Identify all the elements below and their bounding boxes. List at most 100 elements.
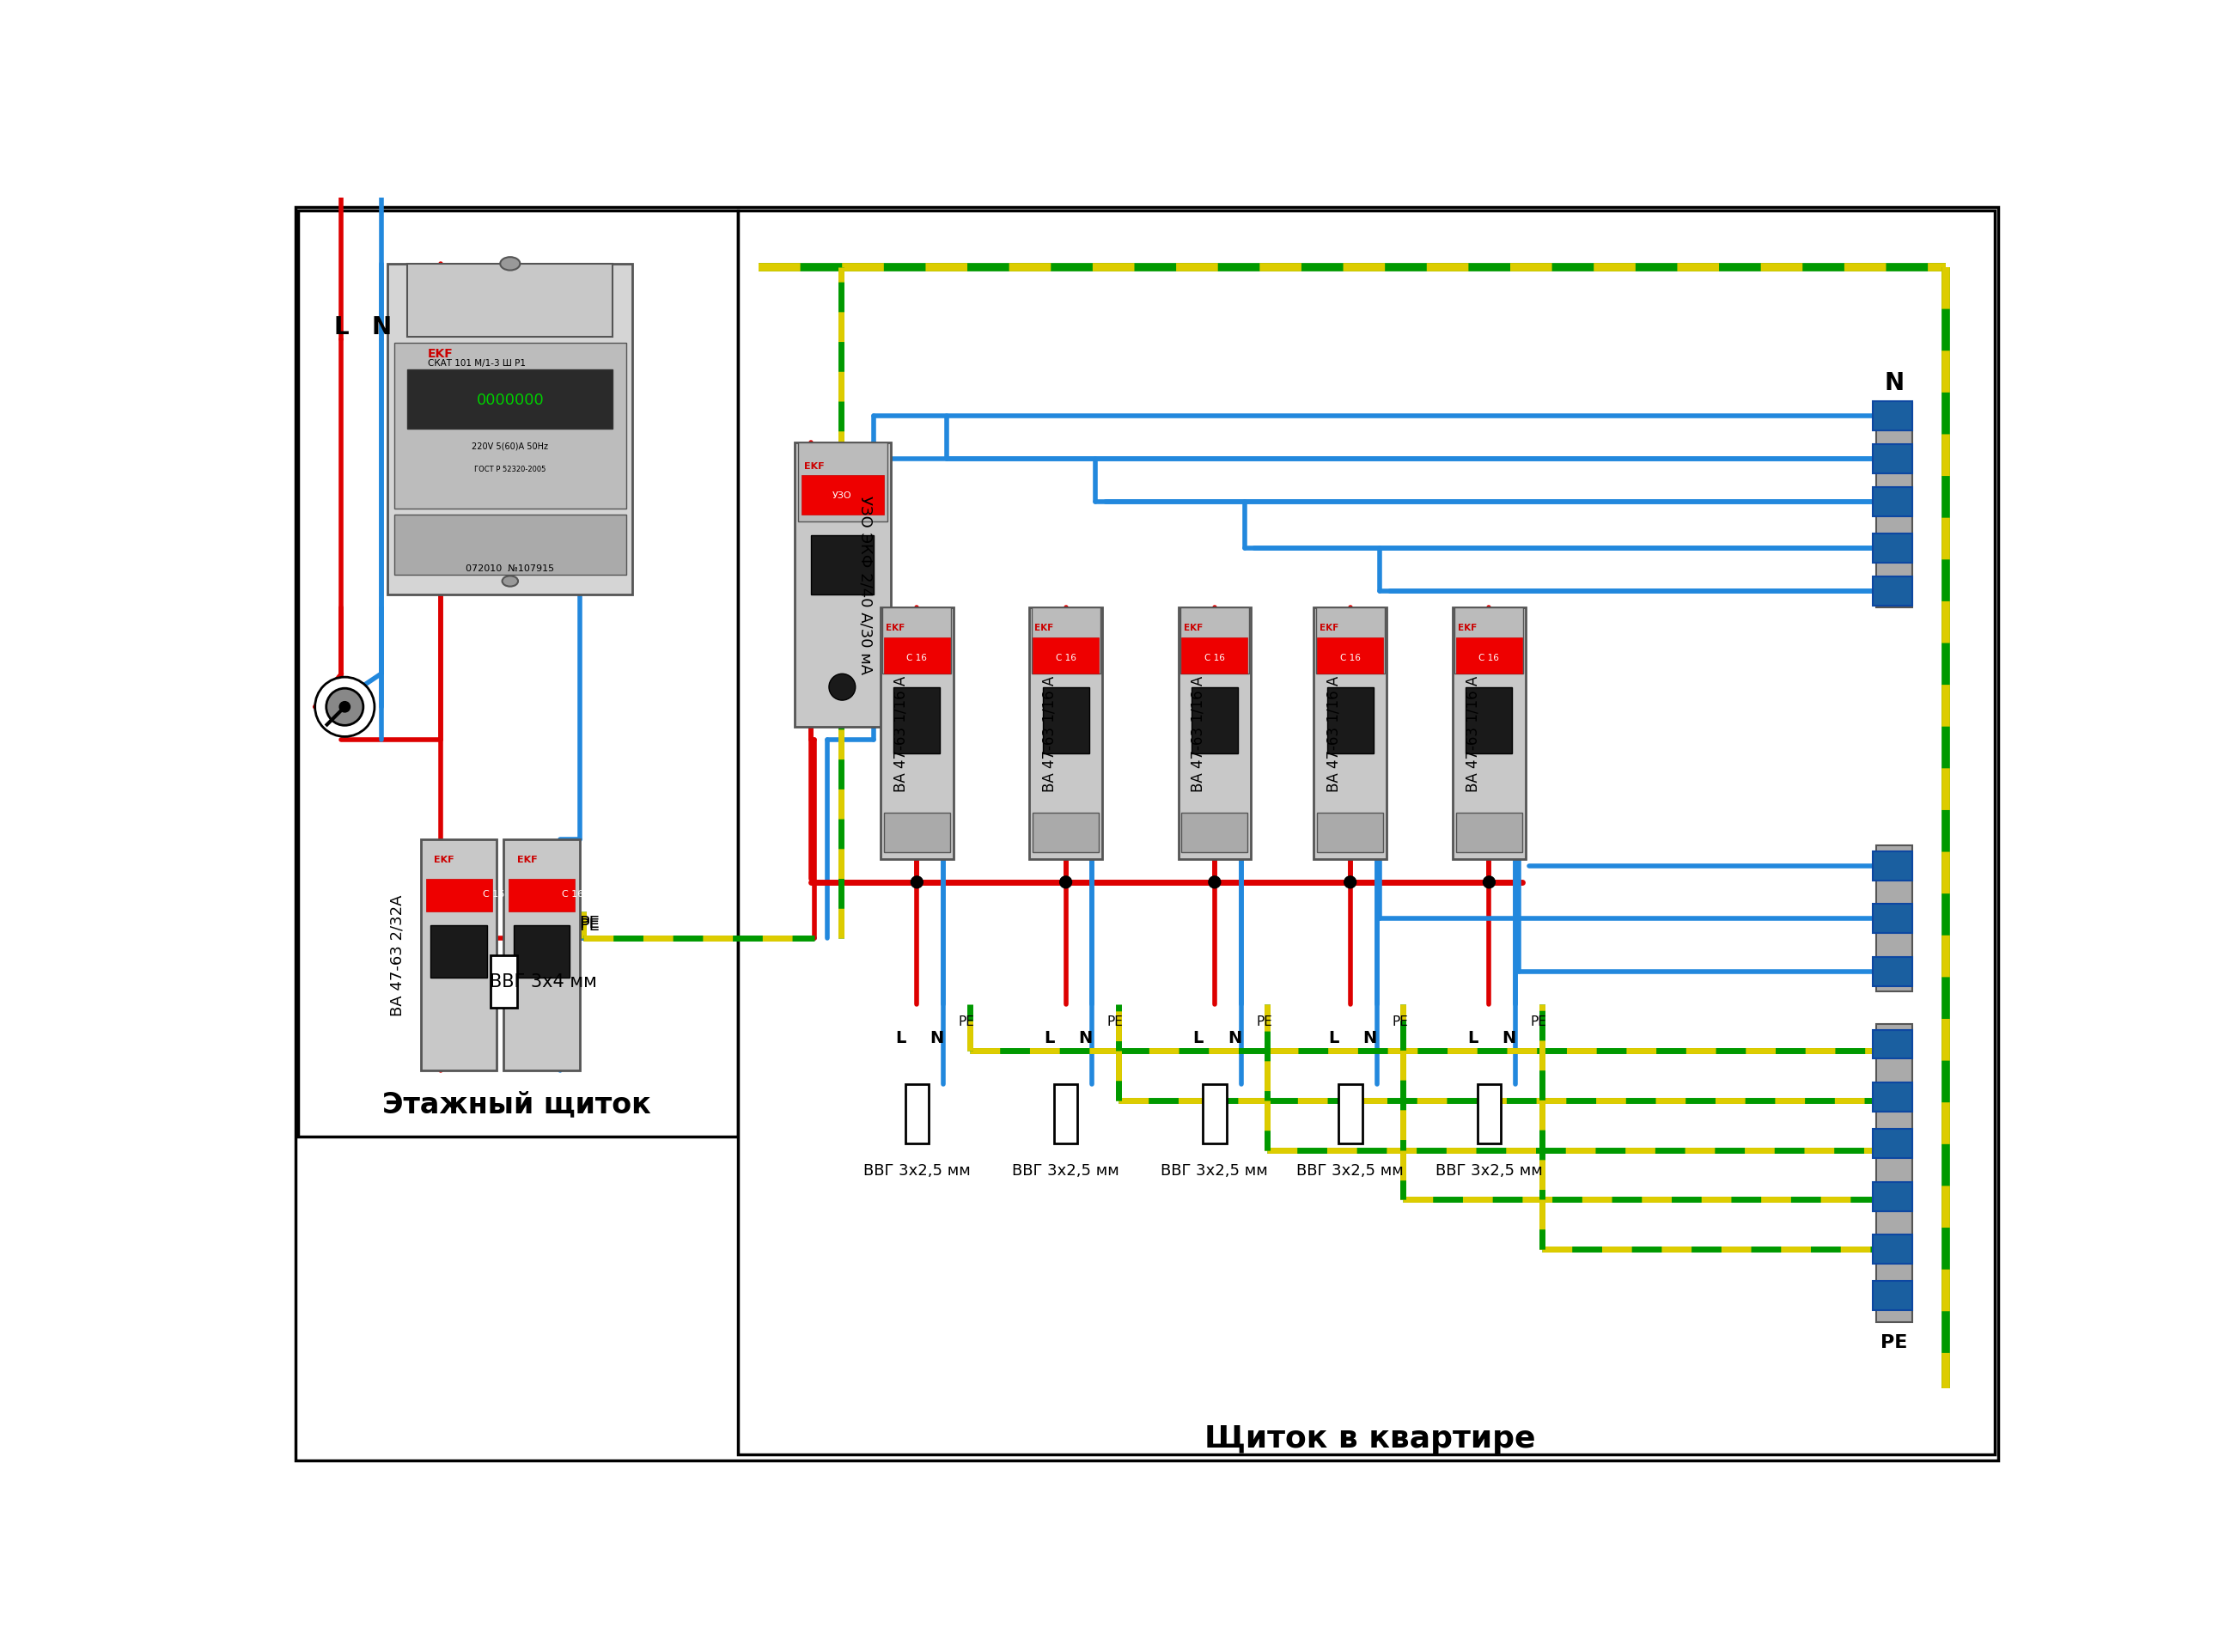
Text: 072010  №107915: 072010 №107915: [465, 565, 555, 573]
Bar: [1031, 608, 1101, 674]
Text: PE: PE: [957, 1014, 975, 1028]
Bar: [1872, 851, 1913, 881]
Text: СКАТ 101 М/1-3 Ш Р1: СКАТ 101 М/1-3 Ш Р1: [427, 358, 526, 368]
Text: N: N: [931, 1029, 944, 1046]
Bar: [298, 211, 738, 1137]
Bar: [394, 344, 626, 509]
Bar: [1872, 1282, 1913, 1310]
Text: N: N: [1228, 1029, 1242, 1046]
Text: EKF: EKF: [886, 624, 906, 633]
Bar: [515, 925, 570, 978]
Bar: [1318, 638, 1382, 674]
Text: EKF: EKF: [1320, 624, 1338, 633]
Text: EKF: EKF: [434, 856, 454, 864]
Bar: [812, 535, 875, 595]
Bar: [1456, 813, 1521, 852]
Text: ГОСТ Р 52320-2005: ГОСТ Р 52320-2005: [474, 466, 546, 472]
Text: C 16: C 16: [906, 654, 926, 662]
Bar: [1872, 577, 1913, 606]
Text: PE: PE: [1881, 1333, 1908, 1351]
Circle shape: [1483, 877, 1494, 889]
Bar: [1872, 1236, 1913, 1264]
Bar: [1033, 813, 1098, 852]
Bar: [1476, 1084, 1501, 1143]
Text: EKF: EKF: [1183, 624, 1204, 633]
Text: ВВГ 3х2,5 мм: ВВГ 3х2,5 мм: [1436, 1163, 1544, 1178]
Bar: [1456, 638, 1521, 674]
Bar: [884, 813, 951, 852]
Text: PE: PE: [1107, 1014, 1123, 1028]
Bar: [1192, 687, 1237, 753]
Bar: [1033, 638, 1098, 674]
Bar: [1872, 487, 1913, 517]
Bar: [1338, 1084, 1362, 1143]
Circle shape: [1208, 877, 1221, 889]
Text: EKF: EKF: [1459, 624, 1476, 633]
Bar: [1877, 1024, 1913, 1322]
Text: ВВГ 3х2,5 мм: ВВГ 3х2,5 мм: [1011, 1163, 1118, 1178]
Bar: [1872, 1128, 1913, 1158]
Bar: [1042, 687, 1089, 753]
Bar: [421, 839, 497, 1070]
Bar: [881, 608, 953, 859]
Bar: [884, 638, 951, 674]
Ellipse shape: [501, 258, 519, 271]
Bar: [1872, 534, 1913, 563]
Text: EKF: EKF: [805, 461, 825, 471]
Bar: [1454, 608, 1523, 674]
Text: EKF: EKF: [517, 856, 537, 864]
Bar: [1872, 401, 1913, 431]
Bar: [799, 443, 888, 522]
Bar: [906, 1084, 928, 1143]
Text: C 16: C 16: [1204, 654, 1226, 662]
Circle shape: [1060, 877, 1072, 889]
Circle shape: [910, 877, 924, 889]
Bar: [1452, 608, 1526, 859]
Text: L: L: [333, 316, 349, 339]
Text: Этажный щиток: Этажный щиток: [383, 1090, 651, 1118]
Bar: [1872, 1082, 1913, 1112]
Text: ВА 47-63 1/16 А: ВА 47-63 1/16 А: [893, 676, 908, 791]
Text: ВВГ 3х2,5 мм: ВВГ 3х2,5 мм: [1297, 1163, 1405, 1178]
Bar: [1872, 904, 1913, 933]
Text: ВА 47-63 1/16 А: ВА 47-63 1/16 А: [1465, 676, 1481, 791]
Bar: [738, 211, 1995, 1454]
Bar: [394, 515, 626, 575]
Bar: [432, 925, 488, 978]
Text: ВА 47-63 1/16 А: ВА 47-63 1/16 А: [1327, 676, 1342, 791]
Text: Щиток в квартире: Щиток в квартире: [1204, 1424, 1535, 1452]
Text: PE: PE: [1530, 1014, 1546, 1028]
Text: N: N: [1884, 372, 1904, 395]
Text: ВА 47-63 2/32А: ВА 47-63 2/32А: [389, 894, 405, 1016]
Text: PE: PE: [579, 914, 600, 930]
Text: L: L: [1192, 1029, 1204, 1046]
Ellipse shape: [501, 577, 519, 586]
Circle shape: [340, 702, 349, 712]
Bar: [801, 476, 884, 515]
Text: УЗО ЭКФ 2/40 А/30 мА: УЗО ЭКФ 2/40 А/30 мА: [857, 496, 872, 674]
Text: N: N: [1078, 1029, 1092, 1046]
Text: PE: PE: [1391, 1014, 1407, 1028]
Text: L: L: [1045, 1029, 1054, 1046]
Bar: [1877, 846, 1913, 991]
Text: ВВГ 3х2,5 мм: ВВГ 3х2,5 мм: [863, 1163, 971, 1178]
Text: ВВГ 3х4 мм: ВВГ 3х4 мм: [490, 973, 597, 990]
Bar: [503, 839, 579, 1070]
Bar: [1318, 813, 1382, 852]
Bar: [1872, 444, 1913, 474]
Circle shape: [830, 674, 855, 700]
Bar: [1877, 403, 1913, 608]
Bar: [1327, 687, 1374, 753]
Bar: [1054, 1084, 1078, 1143]
Text: ВВГ 3х2,5 мм: ВВГ 3х2,5 мм: [1161, 1163, 1268, 1178]
Bar: [884, 608, 951, 674]
Text: 0000000: 0000000: [476, 392, 544, 408]
Bar: [1181, 608, 1248, 674]
Text: ВА 47-63 1/16 А: ВА 47-63 1/16 А: [1042, 676, 1056, 791]
Bar: [1872, 1029, 1913, 1059]
Text: EKF: EKF: [427, 347, 454, 360]
Bar: [1204, 1084, 1226, 1143]
Bar: [407, 264, 613, 337]
Bar: [794, 443, 890, 727]
Bar: [1029, 608, 1103, 859]
